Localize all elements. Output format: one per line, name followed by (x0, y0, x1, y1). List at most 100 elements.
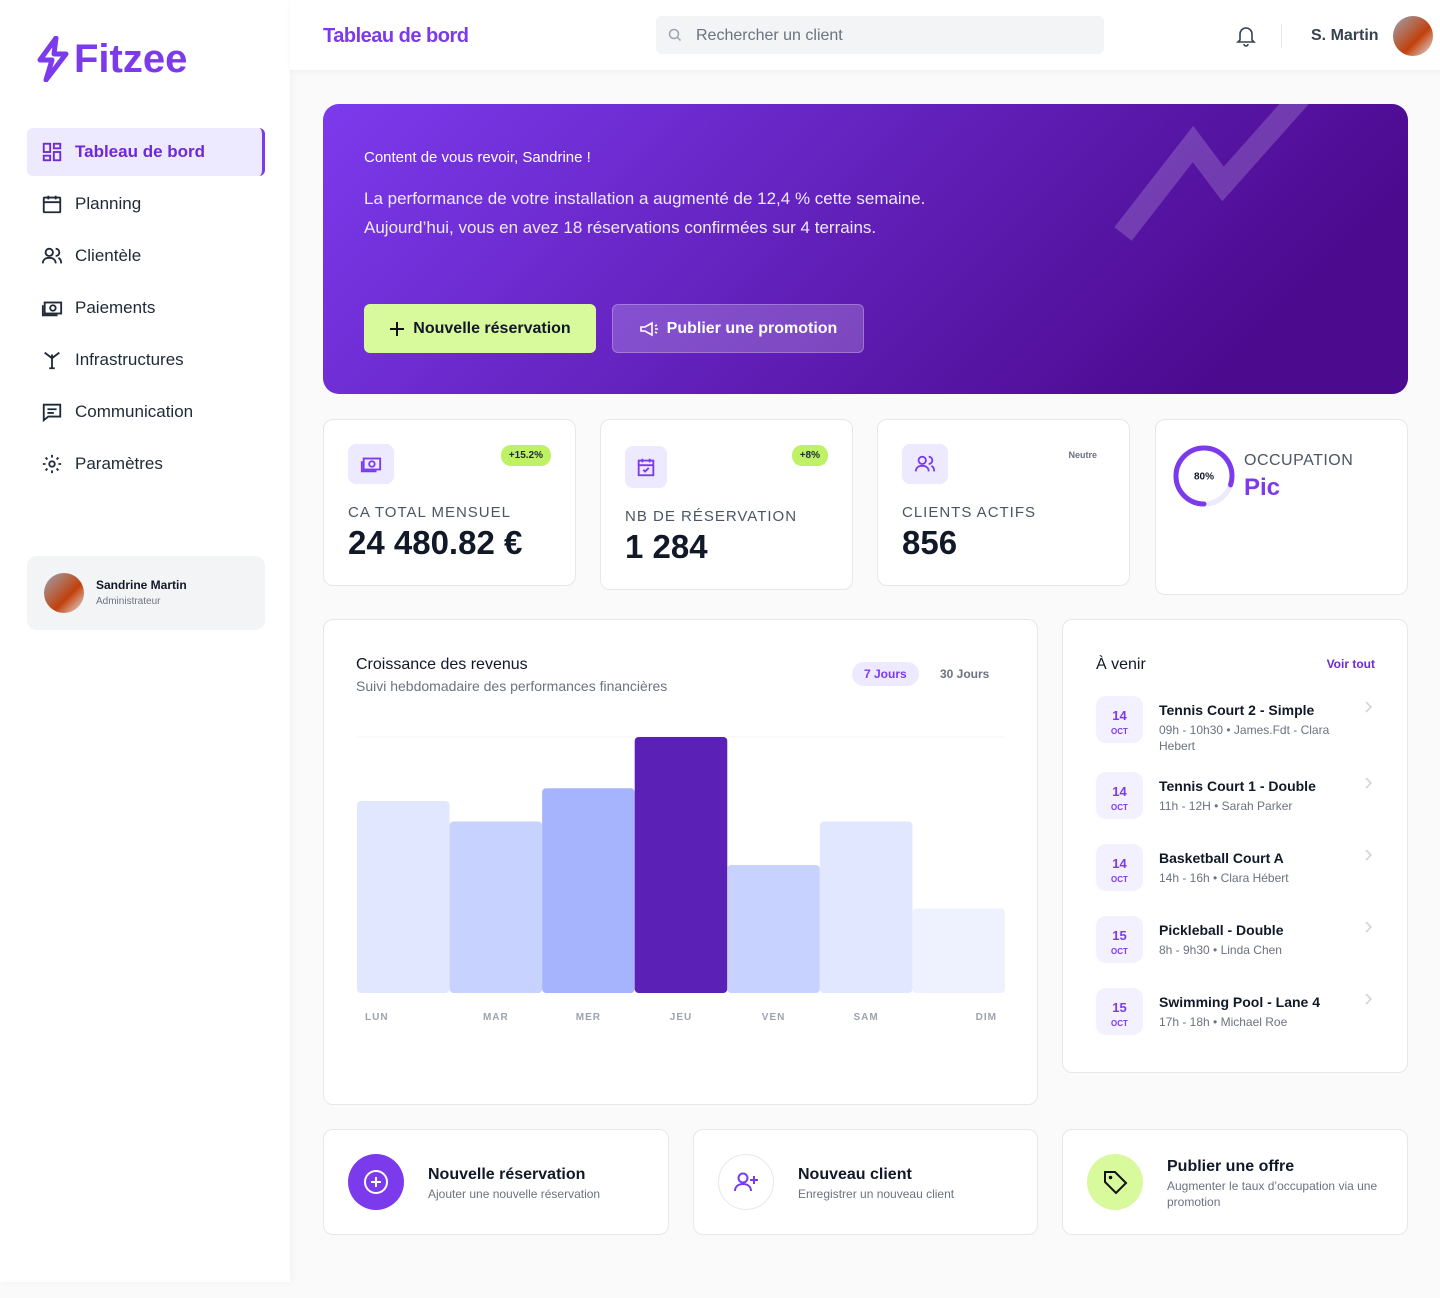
header: Tableau de bord Rechercher un client S. … (290, 0, 1440, 70)
booking-details: 11h - 12H • Sarah Parker (1159, 799, 1293, 813)
bar (727, 865, 820, 993)
search[interactable]: Rechercher un client (656, 16, 1104, 54)
search-icon (668, 28, 682, 42)
x-tick-label: LUN (365, 1012, 389, 1023)
action-title: Nouvelle réservation (428, 1166, 586, 1183)
booking-details: 8h - 9h30 • Linda Chen (1159, 943, 1282, 957)
stat-label: CLIENTS ACTIFS (902, 504, 1037, 521)
chevron (1365, 777, 1373, 789)
stat-value: 856 (902, 524, 958, 561)
nav-item[interactable]: Planning (27, 180, 265, 228)
primary-button[interactable]: Nouvelle réservation (364, 304, 596, 353)
hero-decoration (1114, 104, 1309, 241)
booking-item[interactable]: 14 OCT Tennis Court 1 - Double 11h - 12H • … (1096, 772, 1376, 832)
action-icon (718, 1154, 774, 1210)
booking-title: Pickleball - Double (1159, 922, 1284, 938)
ring-label: 80% (1194, 472, 1214, 483)
nav-item[interactable]: Communication (27, 388, 265, 436)
x-tick-label: JEU (670, 1012, 692, 1023)
nav-label: Paiements (75, 298, 156, 317)
search-placeholder: Rechercher un client (696, 27, 843, 44)
x-tick-label: DIM (976, 1012, 997, 1023)
logo-icon (37, 36, 69, 82)
booking-item[interactable]: 14 OCT Tennis Court 2 - Simple 09h - 10h30 … (1096, 696, 1376, 756)
action-subtitle: Enregistrer un nouveau client (798, 1187, 955, 1201)
chevron (1365, 993, 1373, 1005)
chevron-path (1365, 777, 1373, 789)
hero-banner: Content de vous revoir, Sandrine ! La pe… (323, 104, 1408, 394)
booking-title: Basketball Court A (1159, 850, 1284, 866)
bar (912, 908, 1005, 993)
action-icon (348, 1154, 404, 1210)
x-tick-label: SAM (854, 1012, 879, 1023)
plus-icon (390, 321, 405, 336)
occupation-ring: 80% (1173, 445, 1235, 507)
x-tick-label: MER (576, 1012, 601, 1023)
hero-greeting: Content de vous revoir, Sandrine ! (364, 149, 591, 166)
chevron (1365, 849, 1373, 861)
booking-details: 14h - 16h • Clara Hébert (1159, 871, 1289, 885)
stat-icon (902, 444, 948, 484)
booking-title: Tennis Court 2 - Simple (1159, 702, 1315, 718)
stat-icon (348, 444, 394, 484)
nav-label: Clientèle (75, 246, 142, 265)
date-badge: 14 OCT (1096, 696, 1143, 743)
nav-item[interactable]: Infrastructures (27, 336, 265, 384)
x-tick-label: MAR (483, 1012, 509, 1023)
nav-item[interactable]: Tableau de bord (27, 128, 265, 176)
button-label: Nouvelle réservation (413, 319, 571, 337)
booking-item[interactable]: 14 OCT Basketball Court A 14h - 16h • Clara… (1096, 844, 1376, 904)
bar-chart: LUN MAR MER JEU VEN SAM DIM (357, 736, 1005, 1023)
secondary-button[interactable]: Publier une promotion (612, 304, 864, 353)
quick-action[interactable]: Publier une offre Augmenter le taux d’oc… (1062, 1129, 1408, 1235)
stat-badge: +8% (791, 445, 828, 466)
nav-item[interactable]: Paiements (27, 284, 265, 332)
date-month: OCT (1111, 727, 1128, 736)
avatar (44, 573, 84, 613)
date-badge: 15 OCT (1096, 916, 1143, 963)
avatar[interactable] (1393, 16, 1433, 56)
action-title: Nouveau client (798, 1166, 912, 1183)
see-all-link[interactable]: Voir tout (1326, 657, 1375, 671)
action-icon (1087, 1154, 1143, 1210)
tab[interactable]: 30 Jours (940, 667, 990, 681)
hero-text: La performance de votre installation a a… (364, 189, 926, 208)
booking-title: Tennis Court 1 - Double (1159, 778, 1316, 794)
notification-bell[interactable] (1236, 25, 1256, 47)
ring-arc (1173, 445, 1235, 507)
nav-item[interactable]: Clientèle (27, 232, 265, 280)
header-user[interactable]: S. Martin (1311, 27, 1379, 44)
nav-label: Infrastructures (75, 350, 184, 369)
tab-active[interactable]: 7 Jours (852, 662, 919, 686)
action-subtitle: Augmenter le taux d’occupation via une p… (1167, 1179, 1378, 1209)
chart-subtitle: Suivi hebdomadaire des performances fina… (356, 678, 668, 694)
nav-label: Paramètres (75, 454, 163, 473)
chevron (1365, 921, 1373, 933)
action-title: Publier une offre (1167, 1158, 1295, 1175)
logo-text: Fitzee (74, 36, 188, 81)
quick-action[interactable]: Nouveau client Enregistrer un nouveau cl… (693, 1129, 1038, 1235)
page-title: Tableau de bord (323, 25, 469, 47)
chevron-path (1365, 701, 1373, 713)
date-day: 14 (1112, 708, 1127, 723)
bar (357, 801, 450, 993)
megaphone-icon (639, 321, 658, 336)
sidebar: Fitzee Tableau de bord Planning Clientèl… (0, 0, 290, 1282)
stat-value: 1 284 (625, 528, 708, 565)
chevron-path (1365, 993, 1373, 1005)
stat-icon (625, 446, 667, 488)
user-card[interactable]: Sandrine Martin Administrateur (27, 556, 265, 630)
logo[interactable]: Fitzee (36, 36, 187, 82)
button-label: Publier une promotion (666, 319, 838, 337)
x-tick-label: VEN (762, 1012, 786, 1023)
booking-details: 09h - 10h30 • James.Fdt - Clara Hebert (1159, 723, 1330, 753)
user-name: Sandrine Martin (96, 578, 187, 592)
booking-item[interactable]: 15 OCT Swimming Pool - Lane 4 17h - 18h • M… (1096, 988, 1376, 1048)
booking-item[interactable]: 15 OCT Pickleball - Double 8h - 9h30 • Lind… (1096, 916, 1376, 976)
quick-action[interactable]: Nouvelle réservation Ajouter une nouvell… (323, 1129, 669, 1235)
occupation-card: 80% OCCUPATION Pic (1155, 419, 1408, 595)
nav-item[interactable]: Paramètres (27, 440, 265, 488)
nav-label: Planning (75, 194, 142, 213)
date-day: 14 (1112, 784, 1127, 799)
